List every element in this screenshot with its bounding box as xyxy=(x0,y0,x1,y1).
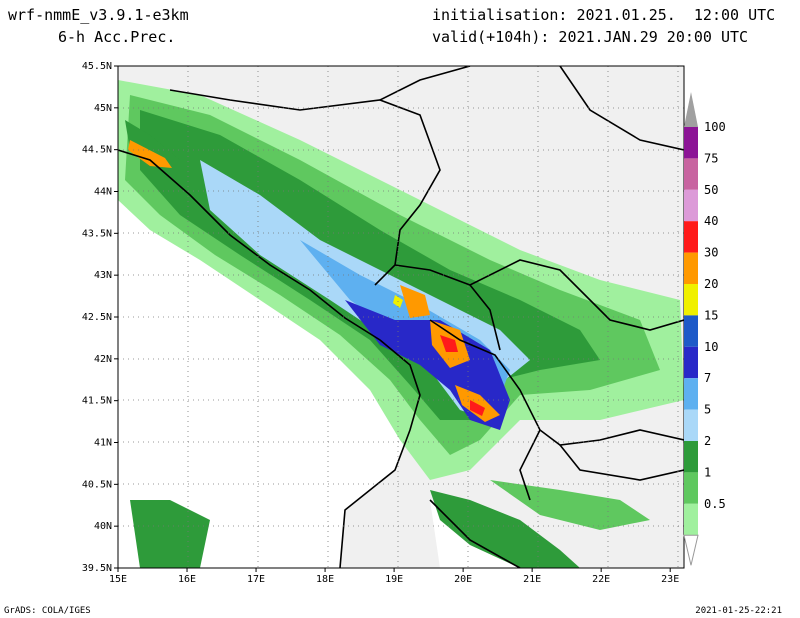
graticule xyxy=(118,66,684,568)
legend-label: 7 xyxy=(704,371,711,385)
legend-label: 10 xyxy=(704,340,718,354)
grads-credit: GrADS: COLA/IGES xyxy=(4,606,91,616)
lat-tick-label: 45.5N xyxy=(82,61,112,72)
legend-label: 20 xyxy=(704,277,718,291)
legend-swatch xyxy=(684,378,698,410)
legend-label: 50 xyxy=(704,183,718,197)
model-title: wrf-nmmE_v3.9.1-e3km xyxy=(8,6,189,24)
legend-swatch xyxy=(684,252,698,284)
lat-tick-label: 43.5N xyxy=(82,228,112,239)
legend-swatch xyxy=(684,441,698,473)
legend-label: 5 xyxy=(704,403,711,417)
lat-tick-label: 39.5N xyxy=(82,563,112,574)
coastlines-borders xyxy=(118,66,684,568)
ionian-sea xyxy=(430,500,520,568)
legend-bottom-arrow xyxy=(683,534,699,566)
lat-tick-label: 40N xyxy=(94,521,112,532)
legend-label: 40 xyxy=(704,214,718,228)
legend-label: 1 xyxy=(704,465,711,479)
latitude-axis: 45.5N 45N 44.5N 44N 43.5N 43N 42.5N 42N 41.5N 41N… xyxy=(82,61,118,574)
legend-swatch xyxy=(684,346,698,379)
lat-tick-label: 40.5N xyxy=(82,479,112,490)
legend-swatch xyxy=(684,189,698,222)
legend-label: 100 xyxy=(704,120,726,134)
lon-tick-label: 20E xyxy=(454,574,472,585)
lon-tick-label: 23E xyxy=(661,574,679,585)
legend-label: 15 xyxy=(704,308,718,322)
precip-field xyxy=(118,80,684,568)
legend-swatch xyxy=(684,503,698,536)
longitude-axis: 15E 16E 17E 18E 19E 20E 21E 22E 23E xyxy=(109,568,679,585)
lon-tick-label: 21E xyxy=(523,574,541,585)
legend-swatch xyxy=(684,158,698,190)
lon-tick-label: 15E xyxy=(109,574,127,585)
lon-tick-label: 16E xyxy=(178,574,196,585)
lat-tick-label: 45N xyxy=(94,103,112,114)
legend-label: 2 xyxy=(704,434,711,448)
legend-label: 30 xyxy=(704,246,718,260)
lon-tick-label: 22E xyxy=(592,574,610,585)
lon-tick-label: 17E xyxy=(247,574,265,585)
valid-time: valid(+104h): 2021.JAN.29 20:00 UTC xyxy=(432,28,749,46)
field-title: 6-h Acc.Prec. xyxy=(58,28,176,46)
render-timestamp: 2021-01-25-22:21 xyxy=(695,606,782,616)
lon-tick-label: 18E xyxy=(316,574,334,585)
initialisation-time: initialisation: 2021.01.25. 12:00 UTC xyxy=(432,6,776,24)
lat-tick-label: 42.5N xyxy=(82,312,112,323)
legend-swatch xyxy=(684,221,698,253)
legend-label: 75 xyxy=(704,151,718,165)
legend-label: 0.5 xyxy=(704,497,726,511)
legend-swatch xyxy=(684,409,698,441)
lat-tick-label: 44N xyxy=(94,187,112,198)
lat-tick-label: 41.5N xyxy=(82,396,112,407)
lat-tick-label: 44.5N xyxy=(82,145,112,156)
legend-swatch xyxy=(684,127,698,159)
lat-tick-label: 41N xyxy=(94,438,112,449)
legend-swatch xyxy=(684,284,698,316)
legend-swatch xyxy=(684,472,698,504)
legend-top-arrow xyxy=(684,92,698,127)
legend-swatch xyxy=(684,315,698,347)
lon-tick-label: 19E xyxy=(385,574,403,585)
lat-tick-label: 43N xyxy=(94,270,112,281)
lat-tick-label: 42N xyxy=(94,354,112,365)
